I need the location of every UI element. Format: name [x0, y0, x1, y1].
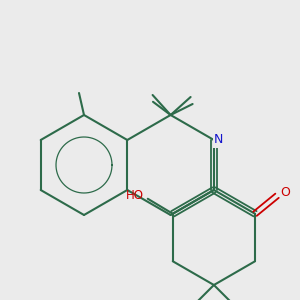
Text: N: N [214, 134, 224, 146]
Text: O: O [280, 186, 290, 199]
Text: N: N [216, 132, 225, 145]
Text: HO: HO [126, 189, 144, 202]
